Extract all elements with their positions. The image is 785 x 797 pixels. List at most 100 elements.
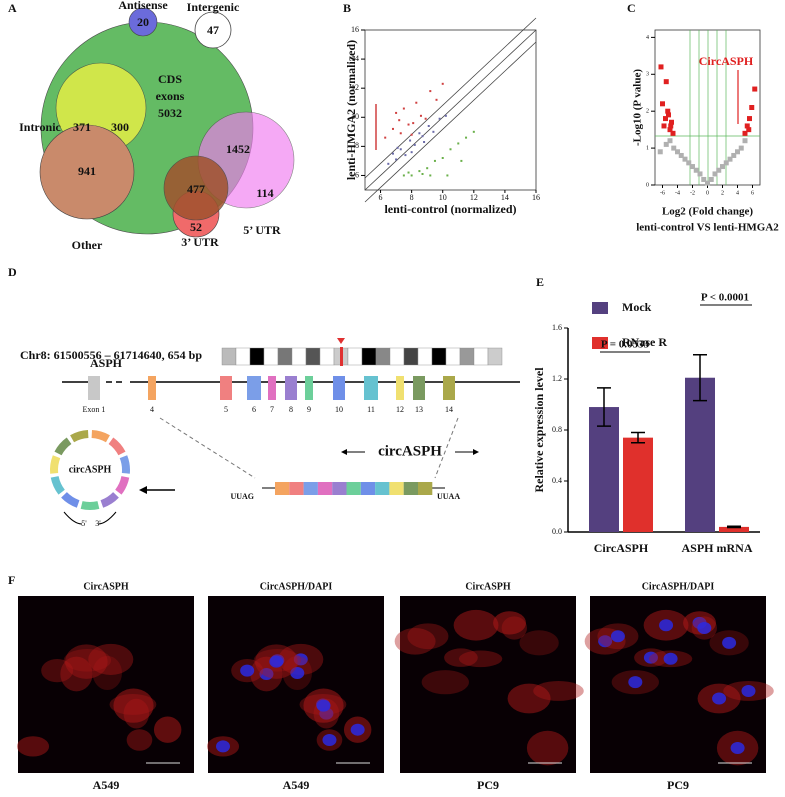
y-tick-label: 2: [646, 109, 649, 115]
y-tick-label: 1.6: [552, 323, 562, 332]
ideogram-band: [235, 347, 251, 366]
point: [418, 170, 421, 173]
venn-count: 371: [73, 120, 91, 134]
diagonal: [364, 29, 537, 191]
image-title: CircASPH: [465, 581, 511, 592]
x-tick-label: 8: [410, 193, 414, 202]
y-label: -Log10 (P value): [632, 69, 644, 146]
point: [413, 143, 416, 146]
nucleus: [741, 684, 756, 697]
arrow: [341, 449, 347, 455]
point: [429, 90, 432, 93]
point: [472, 130, 475, 133]
point: [446, 174, 449, 177]
point: [407, 171, 410, 174]
point: [752, 86, 758, 92]
point: [438, 117, 441, 120]
circ-segment: [317, 482, 333, 495]
nucleus: [730, 742, 745, 755]
exon-label: 5: [224, 405, 228, 414]
point: [432, 130, 435, 133]
point: [658, 64, 664, 70]
point: [668, 123, 674, 129]
y-tick-label: 12: [351, 83, 359, 92]
point: [738, 145, 744, 151]
error-bar: [693, 354, 707, 402]
exon-label: 14: [445, 405, 453, 414]
cell: [394, 627, 436, 655]
point: [412, 122, 415, 125]
point: [410, 174, 413, 177]
bar: [589, 407, 619, 532]
point: [444, 114, 447, 117]
point: [675, 149, 680, 155]
x-tick-label: 16: [532, 193, 540, 202]
point: [410, 133, 413, 136]
arrow: [97, 511, 117, 525]
point: [665, 108, 671, 114]
circ-segment: [360, 482, 376, 495]
point: [661, 123, 667, 129]
end-label: 5': [81, 519, 87, 528]
point: [402, 107, 405, 110]
x-label: lenti-control (normalized): [384, 202, 516, 216]
point: [671, 145, 677, 151]
y-tick-label: 0.8: [552, 425, 562, 434]
point: [429, 174, 432, 177]
point: [441, 82, 444, 85]
point: [667, 138, 673, 144]
p-value: P = 0.0533: [601, 339, 650, 351]
cell: [65, 644, 108, 679]
cell-line: A549: [283, 778, 310, 792]
circ-segment: [332, 482, 347, 495]
ideogram-band: [221, 347, 237, 366]
exon: [413, 376, 425, 400]
exon: [396, 376, 404, 400]
point: [666, 112, 671, 118]
point: [396, 146, 399, 149]
cell-line: PC9: [667, 778, 689, 792]
nucleus: [322, 734, 337, 747]
y-label: Relative expression level: [532, 367, 546, 493]
exon-label: 4: [150, 405, 154, 414]
x-tick-label: ASPH mRNA: [682, 541, 753, 555]
gene-name: ASPH: [90, 356, 123, 370]
cell: [444, 648, 478, 667]
circ-segment: [275, 482, 290, 495]
point: [395, 111, 398, 114]
y-tick-label: 0.4: [552, 476, 562, 485]
sequence: UUAG: [230, 492, 254, 501]
cell-line: A549: [93, 778, 120, 792]
nucleus: [216, 740, 231, 753]
legend-swatch: [592, 337, 608, 349]
point: [418, 132, 421, 135]
ring-segment: [91, 430, 110, 443]
exon-label: 6: [252, 405, 256, 414]
x-tick-label: 6: [379, 193, 383, 202]
venn-count: 114: [256, 186, 273, 200]
ideogram-band: [277, 347, 293, 366]
x-tick-label: CircASPH: [594, 541, 649, 555]
x-tick-label: 10: [439, 193, 447, 202]
exon-label: Exon 1: [83, 405, 106, 414]
point: [384, 136, 387, 139]
nucleus: [697, 621, 712, 634]
point: [449, 148, 452, 151]
image-title: CircASPH: [83, 581, 129, 592]
end-label: 3': [95, 519, 101, 528]
venn-label: exons: [156, 89, 185, 103]
panel-label: C: [627, 1, 636, 15]
y-tick-label: 0.0: [552, 527, 562, 536]
cell: [113, 688, 154, 723]
point: [678, 152, 684, 158]
panel-label: A: [8, 1, 17, 15]
point: [399, 148, 402, 151]
x-tick-label: -6: [660, 190, 665, 196]
venn-count: 300: [111, 120, 129, 134]
chart: 0 1 2 3 4 -6 -4 -2 0 2 4 6 CircASPH Log2 (Fold change…: [632, 29, 779, 234]
point: [426, 167, 429, 170]
point: [663, 141, 669, 147]
point: [391, 152, 394, 155]
venn-circle: [163, 155, 229, 221]
nucleus: [293, 653, 308, 666]
